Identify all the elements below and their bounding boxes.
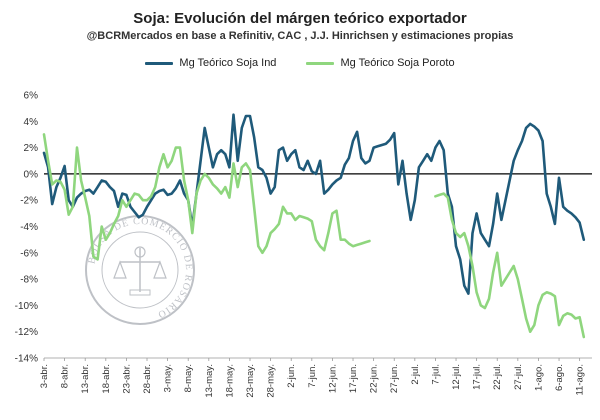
x-tick-label: 27-jul.	[513, 364, 524, 390]
x-tick-label: 17-jun.	[348, 364, 359, 393]
x-tick-label: 12-jul.	[451, 364, 462, 390]
x-tick-label: 13-may.	[204, 364, 215, 398]
y-tick-label: 2%	[24, 143, 39, 154]
x-tick-label: 7-jul.	[430, 364, 441, 385]
y-tick-label: 0%	[24, 169, 39, 180]
x-tick-label: 1-ago.	[533, 364, 544, 391]
series-line-soja-poroto	[434, 192, 586, 339]
chart-legend: Mg Teórico Soja Ind Mg Teórico Soja Poro…	[0, 57, 600, 69]
y-tick-label: -12%	[15, 327, 38, 338]
legend-item-soja-ind: Mg Teórico Soja Ind	[145, 57, 276, 69]
legend-label-soja-ind: Mg Teórico Soja Ind	[179, 57, 277, 69]
x-tick-label: 28-abr.	[142, 364, 153, 394]
x-tick-label: 7-jun.	[307, 364, 318, 388]
y-tick-label: -10%	[15, 301, 38, 312]
x-tick-label: 11-ago.	[575, 364, 586, 396]
x-tick-label: 8-may.	[183, 364, 194, 392]
x-tick-label: 12-jun.	[327, 364, 338, 393]
x-tick-label: 28-may.	[266, 364, 277, 398]
legend-swatch-soja-poroto	[306, 61, 335, 65]
y-tick-label: -4%	[20, 222, 38, 233]
x-tick-label: 2-jul.	[410, 364, 421, 385]
legend-label-soja-poroto: Mg Teórico Soja Poroto	[340, 57, 455, 69]
x-tick-label: 17-jul.	[472, 364, 483, 390]
legend-item-soja-poroto: Mg Teórico Soja Poroto	[306, 57, 455, 69]
x-tick-label: 27-jun.	[389, 364, 400, 393]
x-tick-label: 13-abr.	[80, 364, 91, 394]
x-tick-label: 3-may.	[163, 364, 174, 392]
series-line-soja-poroto	[42, 133, 371, 261]
series-line-soja-ind	[42, 113, 586, 295]
chart-title: Soja: Evolución del márgen teórico expor…	[133, 10, 467, 27]
y-tick-label: -14%	[15, 354, 38, 365]
x-tick-label: 22-jun.	[369, 364, 380, 393]
chart-subtitle: @BCRMercados en base a Refinitiv, CAC , …	[86, 30, 514, 42]
x-tick-label: 6-ago.	[554, 364, 565, 391]
x-tick-label: 2-jun.	[286, 364, 297, 388]
y-tick-label: 4%	[24, 117, 39, 128]
legend-swatch-soja-ind	[145, 61, 174, 65]
x-tick-label: 18-may.	[224, 364, 235, 398]
x-tick-label: 3-abr.	[39, 364, 50, 388]
y-tick-label: -8%	[20, 275, 38, 286]
y-tick-label: 6%	[24, 91, 39, 102]
y-tick-label: -2%	[20, 196, 38, 207]
y-tick-label: -6%	[20, 248, 38, 259]
x-tick-label: 23-abr.	[121, 364, 132, 394]
x-tick-label: 23-may.	[245, 364, 256, 398]
x-tick-label: 22-jul.	[492, 364, 503, 390]
x-tick-label: 8-abr.	[60, 364, 71, 388]
x-tick-label: 18-abr.	[101, 364, 112, 394]
